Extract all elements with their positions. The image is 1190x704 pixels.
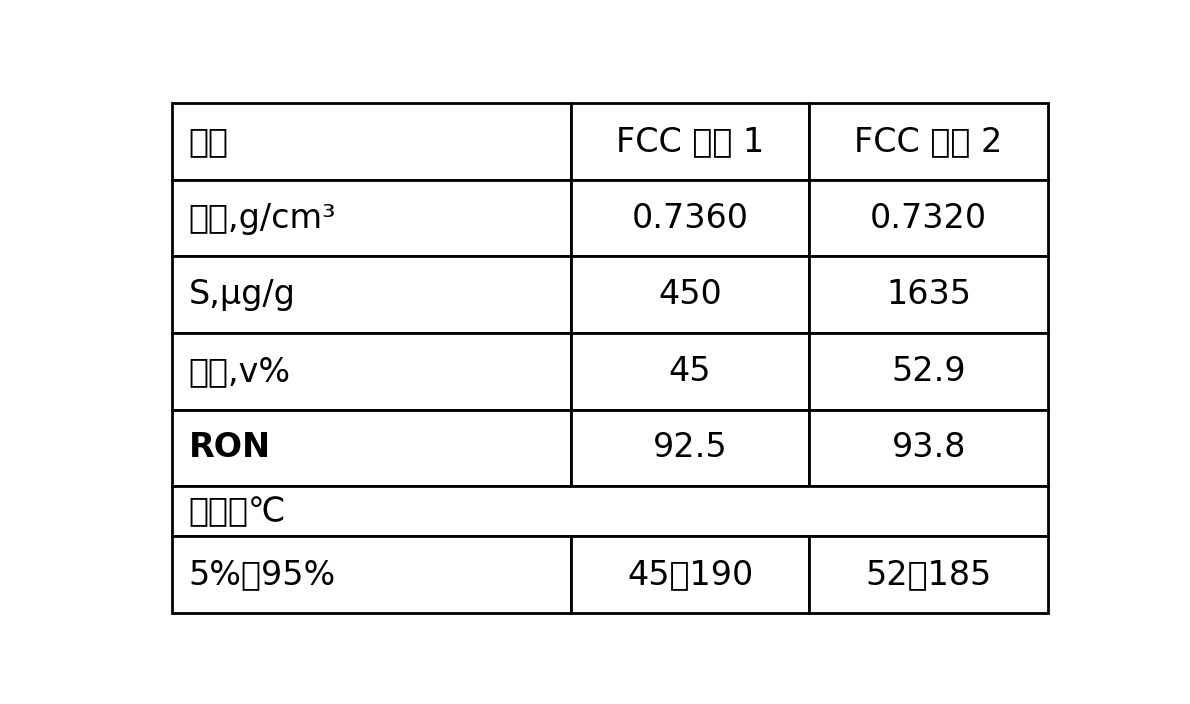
Text: 93.8: 93.8 [891,432,966,465]
Bar [571,180,809,256]
Text: 45～190: 45～190 [627,558,753,591]
Bar [809,410,1048,486]
Text: 0.7320: 0.7320 [870,202,988,234]
Text: 馏程，℃: 馏程，℃ [188,495,286,528]
Text: 0.7360: 0.7360 [632,202,749,234]
Text: FCC 汽油 1: FCC 汽油 1 [616,125,764,158]
Bar [809,536,1048,613]
Text: 52.9: 52.9 [891,355,966,388]
Text: S,μg/g: S,μg/g [188,278,295,311]
Text: 52～185: 52～185 [865,558,991,591]
Bar [571,536,809,613]
Text: 450: 450 [658,278,722,311]
Bar [809,103,1048,180]
Bar [171,103,571,180]
Bar [171,536,571,613]
Bar [809,333,1048,410]
Text: 性质: 性质 [188,125,228,158]
Bar [571,333,809,410]
Text: RON: RON [188,432,270,465]
Text: 密度,g/cm³: 密度,g/cm³ [188,202,336,234]
Bar [571,103,809,180]
Bar [171,180,571,256]
Bar [171,256,571,333]
Bar [571,256,809,333]
Text: 烯烃,v%: 烯烃,v% [188,355,290,388]
Bar [171,333,571,410]
Text: 5%～95%: 5%～95% [188,558,336,591]
Text: 45: 45 [669,355,712,388]
Bar [809,256,1048,333]
Bar [571,410,809,486]
Text: 92.5: 92.5 [653,432,727,465]
Bar [809,180,1048,256]
Text: 1635: 1635 [887,278,971,311]
Text: FCC 汽油 2: FCC 汽油 2 [854,125,1003,158]
Bar [171,410,571,486]
Bar [171,486,1048,536]
